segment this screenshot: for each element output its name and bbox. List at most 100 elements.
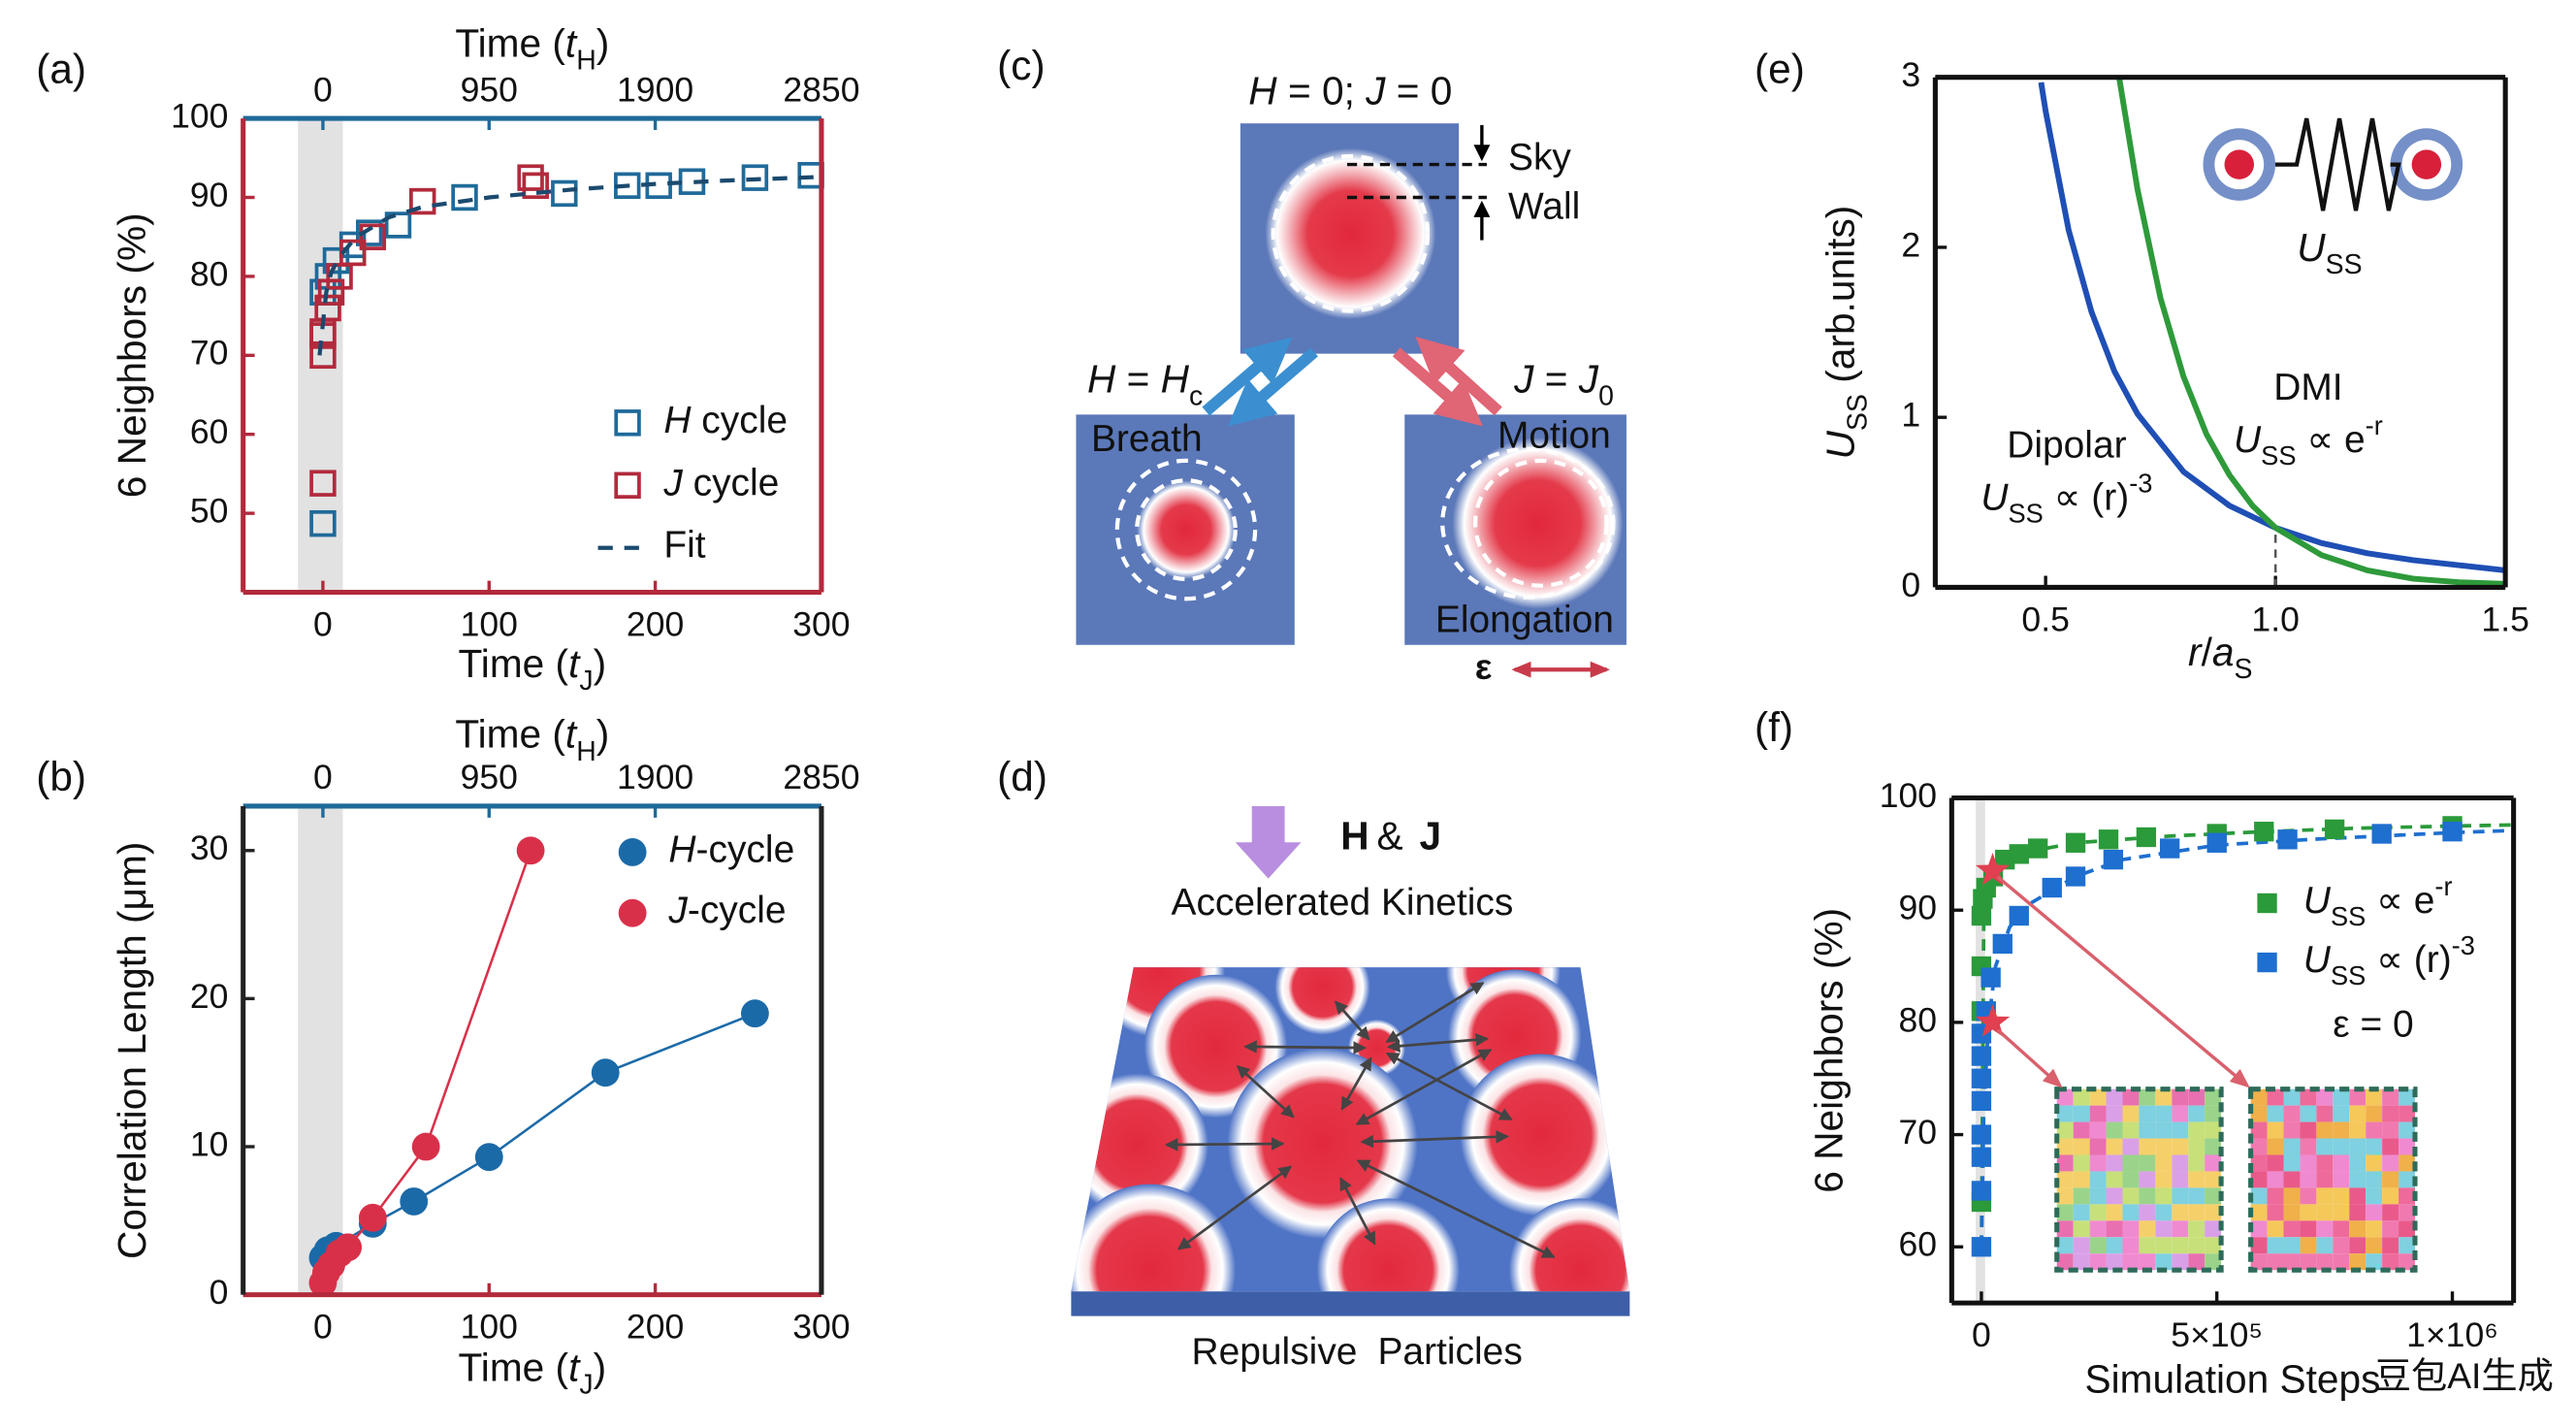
text-part: SS xyxy=(2008,498,2043,528)
text-part: Simulation Steps xyxy=(2085,1356,2381,1401)
text-part: -cycle xyxy=(688,890,787,931)
x-tick-label: 300 xyxy=(792,605,850,644)
inset-pixel xyxy=(2106,1187,2123,1205)
data-point xyxy=(2371,824,2392,844)
interaction-arrow xyxy=(1236,1064,1295,1119)
data-point xyxy=(309,470,337,497)
legend-label: USS ∝ e-r xyxy=(2303,871,2453,931)
state-label: H = 0; J = 0 xyxy=(1248,68,1452,113)
inset-pixel xyxy=(2205,1154,2222,1172)
inset-pixel xyxy=(2300,1105,2317,1122)
inset-pixel xyxy=(2073,1220,2090,1238)
wall-outline xyxy=(1135,478,1238,582)
inset-pixel xyxy=(2089,1253,2107,1271)
data-point xyxy=(2324,819,2345,840)
inset-pixel xyxy=(2188,1121,2206,1139)
inset-pixel xyxy=(2267,1154,2284,1172)
interaction-arrow xyxy=(1334,1000,1370,1041)
y-axis-label: 6 Neighbors (%) xyxy=(110,212,154,498)
x-tick-label: 100 xyxy=(461,605,518,644)
inset-pixel xyxy=(2300,1237,2317,1254)
wall-outline xyxy=(1271,153,1431,313)
text-part: ∝ e xyxy=(2296,419,2365,461)
inset-pixel xyxy=(2056,1088,2074,1106)
data-point xyxy=(451,183,478,211)
data-point xyxy=(474,1143,503,1172)
inset-pixel xyxy=(2155,1154,2173,1172)
text-part: ∝ (r) xyxy=(2044,477,2129,519)
text-part: SS xyxy=(1842,394,1873,431)
y-tick-label: 50 xyxy=(190,491,229,530)
series-line xyxy=(317,175,822,356)
panel-label: (e) xyxy=(1755,47,1805,92)
inset-pixel xyxy=(2250,1121,2268,1139)
inset-pixel xyxy=(2366,1088,2383,1106)
inset-pixel xyxy=(2382,1171,2399,1188)
epsilon-label: ε xyxy=(1475,646,1493,687)
text-part: 6 Neighbors (%) xyxy=(110,212,154,498)
inset-pixel xyxy=(2073,1121,2090,1139)
wall-outline xyxy=(1440,446,1616,600)
inset-pixel xyxy=(2316,1121,2334,1139)
data-point xyxy=(2065,832,2086,853)
inset-pixel xyxy=(2172,1138,2189,1155)
inset-pixel xyxy=(2188,1204,2206,1221)
data-point xyxy=(1971,905,1992,926)
y-tick-label: 100 xyxy=(1880,776,1937,815)
particle xyxy=(1508,1198,1630,1292)
y-tick-label: 80 xyxy=(1899,1000,1938,1039)
panel-label: (a) xyxy=(36,47,86,92)
inset-pixel xyxy=(2106,1105,2123,1122)
legend-symbol xyxy=(2257,952,2277,973)
inset-pixel xyxy=(2172,1154,2189,1172)
transition-arrow xyxy=(1415,337,1502,416)
text-part: DMI xyxy=(2273,367,2342,408)
motion-label: Motion xyxy=(1497,414,1611,456)
inset-pixel xyxy=(2073,1154,2090,1172)
interaction-arrow xyxy=(1176,1165,1293,1250)
inset-pixel xyxy=(2316,1154,2334,1172)
inset-pixel xyxy=(2106,1121,2123,1139)
inset-pixel xyxy=(2155,1253,2173,1271)
text-part: ∝ (r) xyxy=(2366,939,2451,981)
inset-pixel xyxy=(2155,1105,2173,1122)
inset-pixel xyxy=(2139,1105,2156,1122)
inset-pixel xyxy=(2056,1220,2074,1238)
inset-pixel xyxy=(2316,1138,2334,1155)
inset-pixel xyxy=(2382,1204,2399,1221)
x-tick-label: 100 xyxy=(461,1308,518,1347)
inset-pixel xyxy=(2188,1253,2206,1271)
text-part: Time ( xyxy=(458,1345,568,1389)
inset-pixel xyxy=(2382,1121,2399,1139)
inset-pixel xyxy=(2300,1121,2317,1139)
y-tick-label: 10 xyxy=(190,1124,229,1163)
inset-pixel xyxy=(2089,1187,2107,1205)
data-point xyxy=(551,179,578,208)
y-tick-label: 90 xyxy=(190,176,229,214)
inset-pixel xyxy=(2073,1237,2090,1254)
x-tick-label: 5×10⁵ xyxy=(2171,1315,2263,1354)
inset-pixel xyxy=(2056,1237,2074,1254)
inset-pixel xyxy=(2349,1253,2367,1271)
text-part: = xyxy=(1533,356,1578,401)
particle xyxy=(1460,1054,1623,1217)
text-part: (c) xyxy=(997,43,1045,88)
data-point xyxy=(741,999,769,1028)
inset-pixel xyxy=(2283,1237,2301,1254)
interaction-arrow xyxy=(1164,1137,1285,1152)
inset-pixel xyxy=(2205,1187,2222,1205)
inset-pixel xyxy=(2283,1187,2301,1205)
text-part: -cycle xyxy=(696,829,795,871)
text-part: SS xyxy=(2331,960,2366,990)
y-tick-label: 20 xyxy=(190,977,229,1016)
inset-pixel xyxy=(2267,1253,2284,1271)
pointer-arrow xyxy=(1996,1028,2063,1088)
inset-pixel xyxy=(2366,1187,2383,1205)
x2-tick-label: 0 xyxy=(313,70,333,109)
y-tick-label: 2 xyxy=(1901,225,1920,264)
inset-pixel xyxy=(2316,1204,2334,1221)
inset-pixel xyxy=(2399,1237,2415,1254)
inset-pixel xyxy=(2349,1105,2367,1122)
inset-pixel xyxy=(2056,1187,2074,1205)
